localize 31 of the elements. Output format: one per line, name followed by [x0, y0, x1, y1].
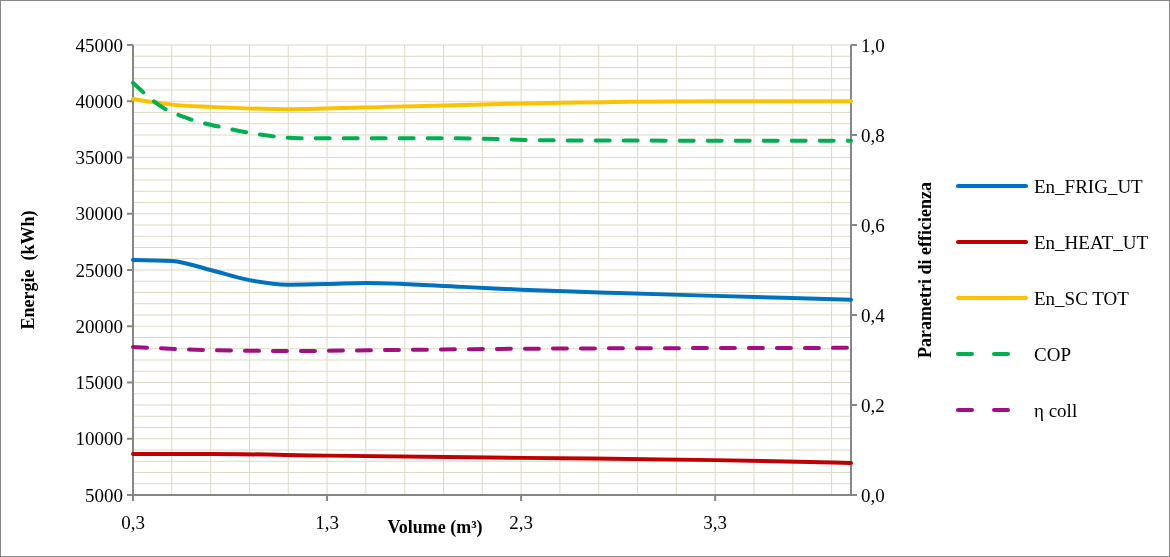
- line-series: [131, 257, 853, 302]
- y2-tick-label: 0,8: [861, 124, 885, 146]
- y-tick-label: 25000: [75, 259, 123, 281]
- y-tick-label: 30000: [75, 203, 123, 225]
- y-axis-title: Energie (kWh): [18, 210, 39, 330]
- line-series: [131, 80, 853, 143]
- legend-label: En_HEAT_UT: [1034, 231, 1149, 253]
- x-tick-label: 3,3: [703, 512, 728, 533]
- x-tick-label: 2,3: [509, 512, 533, 533]
- y-tick-label: 5000: [85, 484, 123, 506]
- y2-tick-label: 0,2: [861, 394, 885, 416]
- x-axis-title: Volume (m³): [387, 517, 483, 538]
- y-tick-label: 10000: [75, 428, 123, 450]
- line-series: [131, 451, 853, 465]
- y-tick-label: 35000: [75, 147, 123, 169]
- line-series: [131, 97, 853, 112]
- y-tick-label: 45000: [75, 34, 123, 56]
- legend-label: En_FRIG_UT: [1034, 175, 1144, 197]
- y-tick-label: 40000: [75, 90, 123, 112]
- x-tick-label: 0,3: [121, 512, 145, 533]
- x-tick-label: 1,3: [315, 512, 339, 533]
- legend-label: η coll: [1034, 399, 1078, 421]
- y2-tick-label: 0,6: [861, 214, 885, 236]
- legend-label: COP: [1034, 343, 1071, 365]
- y-tick-label: 20000: [75, 315, 123, 337]
- y2-axis-title: Parametri di efficienza: [915, 182, 935, 358]
- y2-tick-label: 0,0: [861, 484, 885, 506]
- y2-tick-label: 0,4: [861, 304, 886, 326]
- y2-tick-label: 1,0: [861, 34, 885, 56]
- legend-label: En_SC TOT: [1034, 287, 1130, 309]
- y-tick-label: 15000: [75, 372, 123, 394]
